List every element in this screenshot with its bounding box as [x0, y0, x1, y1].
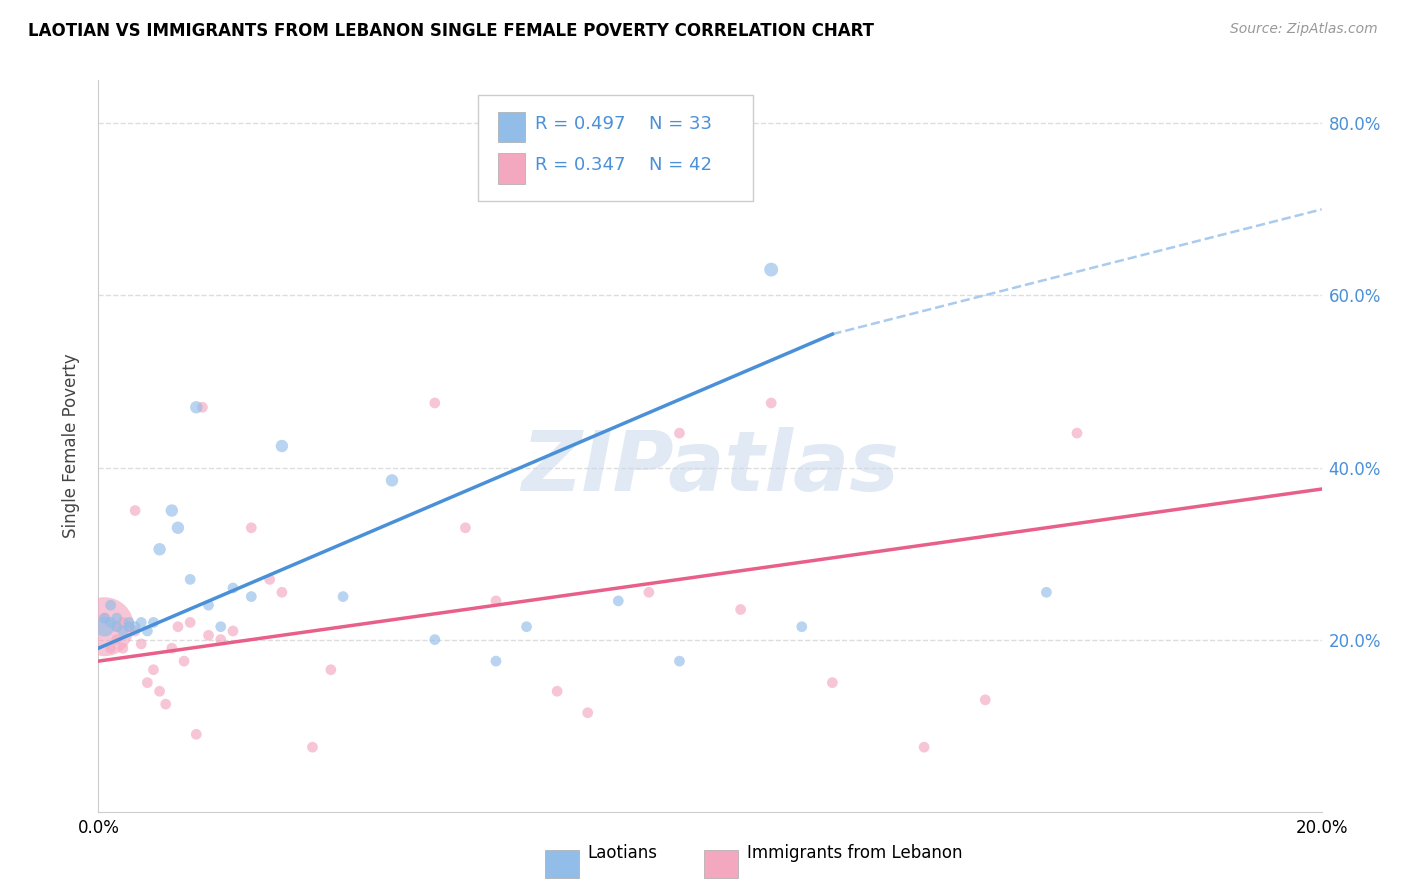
- Point: [222, 581, 245, 595]
- Text: R = 0.347: R = 0.347: [536, 156, 626, 174]
- Point: [209, 620, 232, 634]
- Point: [167, 620, 190, 634]
- Point: [423, 396, 446, 410]
- Point: [160, 503, 183, 517]
- Point: [301, 740, 323, 755]
- Point: [240, 521, 263, 535]
- Point: [454, 521, 477, 535]
- Text: R = 0.497: R = 0.497: [536, 115, 626, 133]
- Point: [759, 262, 782, 277]
- Text: N = 42: N = 42: [650, 156, 711, 174]
- Point: [516, 620, 538, 634]
- Point: [100, 598, 122, 612]
- Point: [186, 401, 208, 415]
- Point: [155, 697, 177, 711]
- Point: [100, 615, 122, 630]
- Y-axis label: Single Female Poverty: Single Female Poverty: [62, 354, 80, 538]
- Point: [142, 615, 165, 630]
- Point: [93, 611, 115, 625]
- Point: [423, 632, 446, 647]
- Point: [142, 663, 165, 677]
- Point: [259, 573, 281, 587]
- Point: [179, 615, 201, 630]
- Text: N = 33: N = 33: [650, 115, 711, 133]
- Point: [129, 637, 152, 651]
- Text: Immigrants from Lebanon: Immigrants from Lebanon: [747, 845, 962, 863]
- Point: [974, 693, 997, 707]
- Point: [821, 675, 844, 690]
- FancyBboxPatch shape: [498, 153, 526, 184]
- Point: [912, 740, 935, 755]
- Point: [197, 598, 219, 612]
- Point: [1035, 585, 1057, 599]
- Point: [124, 620, 146, 634]
- Point: [576, 706, 599, 720]
- Point: [149, 542, 172, 557]
- Point: [270, 439, 292, 453]
- FancyBboxPatch shape: [546, 850, 579, 878]
- Point: [93, 620, 115, 634]
- Point: [270, 585, 292, 599]
- Point: [319, 663, 342, 677]
- Point: [668, 426, 690, 441]
- Point: [381, 474, 404, 488]
- Point: [105, 611, 128, 625]
- Point: [124, 503, 146, 517]
- Point: [167, 521, 190, 535]
- Point: [173, 654, 195, 668]
- Point: [136, 624, 159, 638]
- Point: [668, 654, 690, 668]
- Point: [105, 620, 128, 634]
- Point: [197, 628, 219, 642]
- Point: [179, 573, 201, 587]
- Point: [332, 590, 354, 604]
- Point: [111, 641, 134, 656]
- Point: [240, 590, 263, 604]
- Point: [730, 602, 752, 616]
- Point: [637, 585, 661, 599]
- Point: [118, 620, 141, 634]
- FancyBboxPatch shape: [704, 850, 738, 878]
- Point: [546, 684, 568, 698]
- Point: [129, 615, 152, 630]
- Point: [100, 641, 122, 656]
- Point: [118, 620, 141, 634]
- Point: [191, 401, 214, 415]
- Point: [124, 624, 146, 638]
- Point: [105, 620, 128, 634]
- Point: [222, 624, 245, 638]
- Point: [209, 632, 232, 647]
- Point: [1066, 426, 1088, 441]
- Point: [111, 615, 134, 630]
- Point: [93, 611, 115, 625]
- Point: [136, 675, 159, 690]
- Point: [111, 624, 134, 638]
- Point: [485, 594, 508, 608]
- Point: [759, 396, 782, 410]
- FancyBboxPatch shape: [498, 112, 526, 143]
- FancyBboxPatch shape: [478, 95, 752, 201]
- Text: Laotians: Laotians: [588, 845, 658, 863]
- Point: [149, 684, 172, 698]
- Point: [607, 594, 630, 608]
- Point: [118, 615, 141, 630]
- Text: LAOTIAN VS IMMIGRANTS FROM LEBANON SINGLE FEMALE POVERTY CORRELATION CHART: LAOTIAN VS IMMIGRANTS FROM LEBANON SINGL…: [28, 22, 875, 40]
- Point: [485, 654, 508, 668]
- Point: [186, 727, 208, 741]
- Point: [105, 632, 128, 647]
- Point: [790, 620, 813, 634]
- Point: [93, 620, 115, 634]
- Text: ZIPatlas: ZIPatlas: [522, 427, 898, 508]
- Point: [160, 641, 183, 656]
- Text: Source: ZipAtlas.com: Source: ZipAtlas.com: [1230, 22, 1378, 37]
